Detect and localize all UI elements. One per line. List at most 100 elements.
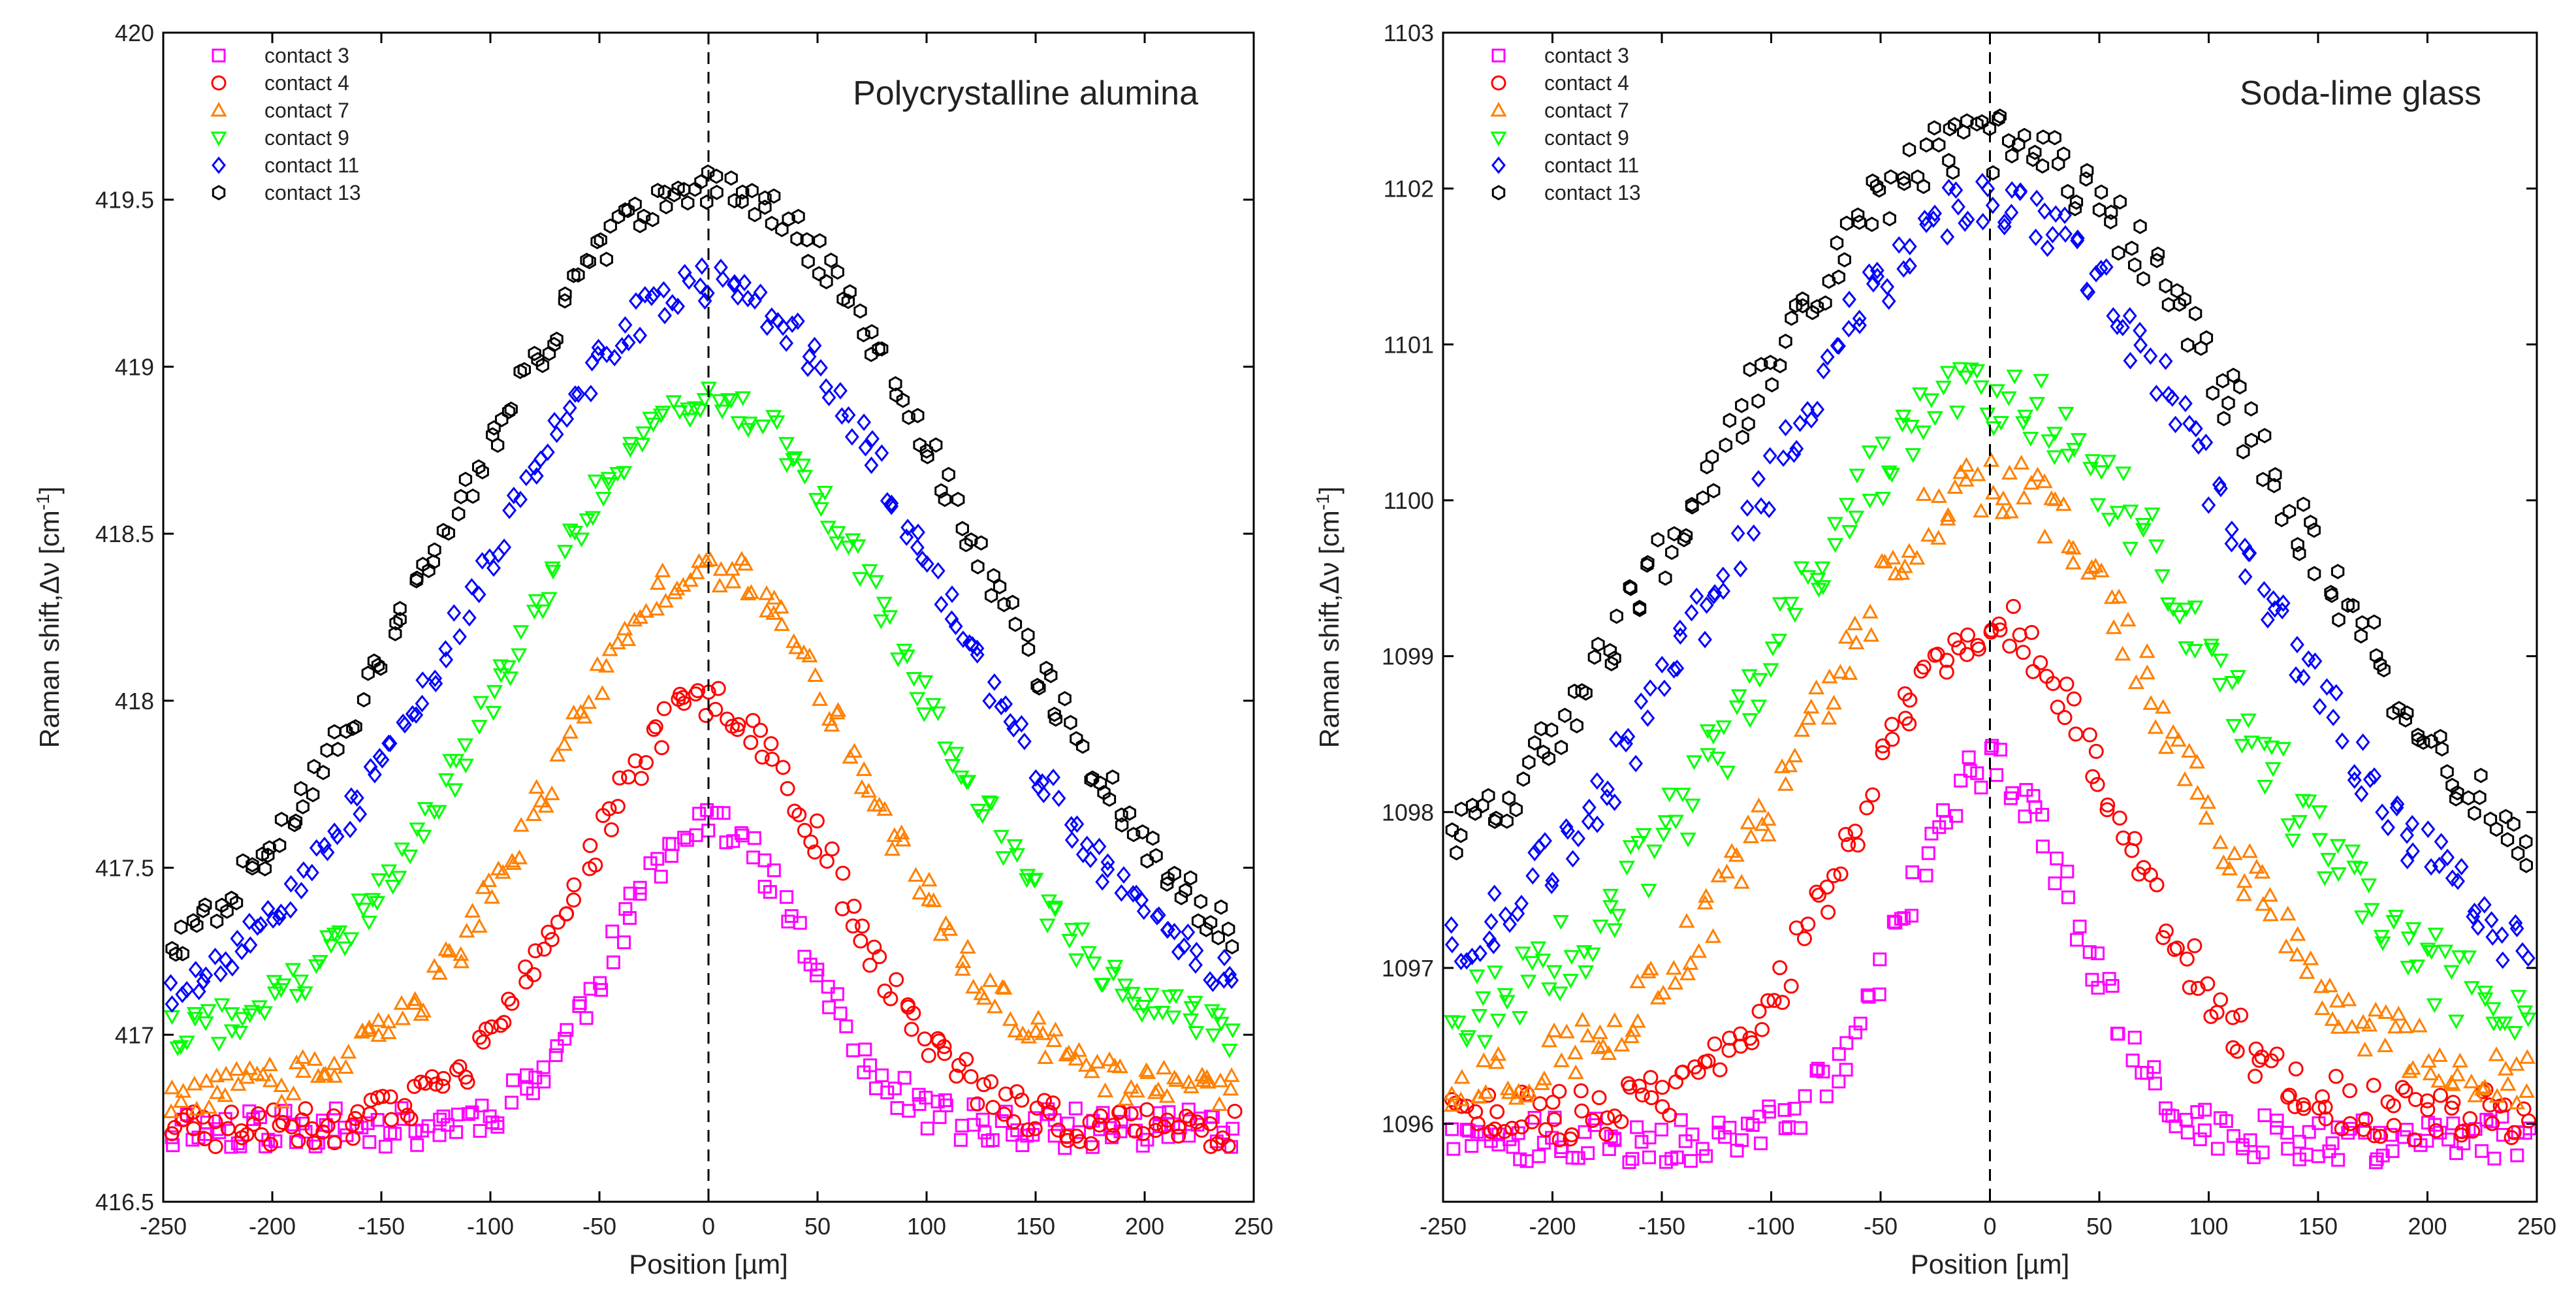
series-contact-3 xyxy=(165,803,1240,1155)
data-point xyxy=(970,646,985,664)
data-point xyxy=(1667,526,1681,542)
data-point xyxy=(1203,1110,1218,1124)
data-point xyxy=(506,487,521,504)
data-point xyxy=(1027,1121,1043,1136)
data-point xyxy=(1546,965,1563,980)
data-point xyxy=(845,918,861,934)
data-point xyxy=(2199,794,2216,809)
data-point xyxy=(1928,204,1942,223)
data-point xyxy=(936,1038,952,1054)
data-point xyxy=(853,779,870,794)
data-point xyxy=(1503,915,1518,933)
data-point xyxy=(428,675,443,692)
data-point xyxy=(1102,791,1117,807)
data-point xyxy=(1762,500,1777,519)
panel-glass-ticks: -250 -200 -150 -100 -50 0 50 100 150 200 250109610… xyxy=(1382,20,2556,1240)
data-point xyxy=(637,603,655,618)
data-point xyxy=(2099,802,2115,818)
data-point xyxy=(196,973,211,990)
data-point xyxy=(646,285,661,304)
data-point xyxy=(289,1135,303,1150)
data-point xyxy=(1819,295,1832,311)
data-point xyxy=(1443,1086,1460,1101)
data-point xyxy=(1454,828,1468,843)
data-point xyxy=(999,1104,1013,1119)
data-point xyxy=(2398,712,2412,728)
data-point xyxy=(1896,558,1913,573)
data-point xyxy=(2289,925,2306,941)
data-point xyxy=(1838,827,1854,843)
data-point xyxy=(1915,486,1932,501)
data-point xyxy=(949,1069,964,1084)
data-point xyxy=(2178,394,2193,413)
data-point xyxy=(284,1119,300,1134)
data-point xyxy=(296,986,313,1001)
data-point xyxy=(1634,1087,1650,1102)
data-point xyxy=(912,1087,926,1102)
data-point xyxy=(1116,866,1131,884)
data-point xyxy=(2280,1089,2296,1105)
data-point xyxy=(875,341,889,357)
data-point xyxy=(1006,1114,1021,1129)
data-point xyxy=(921,1048,936,1063)
data-point xyxy=(1214,899,1228,915)
data-point xyxy=(791,807,807,823)
data-point xyxy=(1047,1113,1062,1127)
data-point xyxy=(1939,510,1956,526)
data-point xyxy=(589,656,606,671)
data-point xyxy=(671,405,688,420)
data-point xyxy=(1789,297,1803,314)
data-point xyxy=(294,882,309,899)
data-point xyxy=(2515,942,2530,960)
data-point xyxy=(285,963,302,978)
data-point xyxy=(255,1066,272,1082)
data-point xyxy=(2318,1111,2334,1127)
data-point xyxy=(1657,679,1672,698)
data-point xyxy=(2091,980,2105,995)
data-point xyxy=(1226,1121,1240,1136)
data-point xyxy=(2282,504,2297,519)
data-point xyxy=(2449,791,2463,807)
data-point xyxy=(415,1002,432,1018)
data-point xyxy=(1565,1150,1580,1165)
data-point xyxy=(1986,165,2000,181)
legend-label: contact 4 xyxy=(1544,71,1629,95)
data-point xyxy=(2495,951,2510,969)
data-point xyxy=(2417,734,2430,750)
data-point xyxy=(764,307,779,325)
data-point xyxy=(1838,498,1855,513)
data-point xyxy=(2048,130,2061,146)
data-point xyxy=(2018,809,2032,824)
data-point xyxy=(2507,816,2520,832)
data-point xyxy=(1222,1080,1239,1096)
data-point xyxy=(785,315,800,333)
data-point xyxy=(1911,387,1929,402)
data-point xyxy=(2373,656,2387,673)
data-point xyxy=(656,281,671,299)
data-point xyxy=(635,426,652,442)
data-point xyxy=(595,492,612,507)
data-point xyxy=(2517,1005,2534,1021)
data-point xyxy=(436,1070,451,1086)
data-point xyxy=(1962,362,1979,378)
data-point xyxy=(2518,1083,2536,1098)
data-point xyxy=(2155,699,2172,714)
data-point xyxy=(860,782,877,798)
data-point xyxy=(649,575,666,590)
data-point xyxy=(1670,659,1685,677)
data-point xyxy=(217,1087,234,1102)
data-point xyxy=(464,903,481,918)
data-point xyxy=(275,978,292,993)
data-point xyxy=(644,288,659,306)
data-point xyxy=(1030,677,1044,694)
data-point xyxy=(889,652,906,668)
data-point xyxy=(1570,718,1583,733)
data-point xyxy=(2262,906,2279,922)
data-point xyxy=(1542,750,1555,766)
data-point xyxy=(1125,997,1142,1012)
data-point xyxy=(253,916,268,934)
data-point xyxy=(2236,1141,2250,1155)
data-point xyxy=(2448,1014,2465,1030)
data-point xyxy=(767,863,781,878)
data-point xyxy=(1634,692,1649,711)
